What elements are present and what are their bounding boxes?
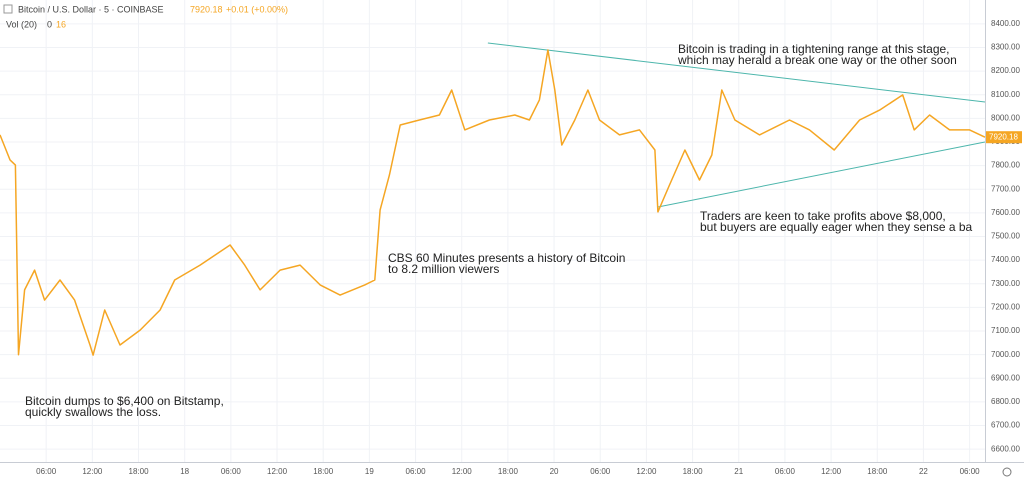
x-tick-label: 18: [180, 467, 189, 476]
x-tick-label: 18:00: [129, 467, 150, 476]
x-tick-label: 12:00: [452, 467, 473, 476]
y-tick-label: 7800.00: [991, 161, 1020, 170]
x-tick-label: 12:00: [82, 467, 103, 476]
volume-label[interactable]: Vol (20): [6, 19, 37, 29]
x-tick-label: 18:00: [498, 467, 519, 476]
x-tick-label: 18:00: [683, 467, 704, 476]
y-tick-label: 7200.00: [991, 303, 1020, 312]
annotation: but buyers are equally eager when they s…: [700, 220, 973, 234]
x-tick-label: 06:00: [775, 467, 796, 476]
x-tick-label: 20: [550, 467, 559, 476]
y-tick-label: 7700.00: [991, 184, 1020, 193]
y-tick-label: 8400.00: [991, 19, 1020, 28]
settings-icon[interactable]: [1002, 467, 1012, 477]
symbol-icon[interactable]: [3, 4, 13, 14]
x-tick-label: 06:00: [960, 467, 981, 476]
annotation: Bitcoin dumps to $6,400 on Bitstamp,: [25, 394, 224, 408]
y-tick-label: 6600.00: [991, 444, 1020, 453]
annotation: to 8.2 million viewers: [388, 262, 499, 276]
last-price: 7920.18: [190, 4, 223, 14]
y-tick-label: 6900.00: [991, 373, 1020, 382]
y-tick-label: 7300.00: [991, 279, 1020, 288]
y-tick-label: 6800.00: [991, 397, 1020, 406]
x-tick-label: 06:00: [36, 467, 57, 476]
y-tick-label: 7500.00: [991, 232, 1020, 241]
y-tick-label: 8100.00: [991, 90, 1020, 99]
annotation: Traders are keen to take profits above $…: [700, 209, 946, 223]
x-tick-label: 12:00: [267, 467, 288, 476]
x-tick-label: 06:00: [406, 467, 427, 476]
y-tick-label: 8200.00: [991, 66, 1020, 75]
trend-line: [487, 42, 986, 103]
annotation: Bitcoin is trading in a tightening range…: [678, 42, 950, 56]
y-tick-label: 7000.00: [991, 350, 1020, 359]
annotation: which may herald a break one way or the …: [677, 53, 957, 67]
trend-line: [657, 141, 986, 208]
x-tick-label: 22: [919, 467, 928, 476]
price-line: [0, 49, 986, 356]
x-tick-label: 19: [365, 467, 374, 476]
x-tick-label: 18:00: [867, 467, 888, 476]
symbol-title[interactable]: Bitcoin / U.S. Dollar · 5 · COINBASE: [18, 4, 164, 14]
annotation: quickly swallows the loss.: [25, 405, 161, 419]
volume-value: 0: [47, 19, 52, 29]
y-tick-label: 8300.00: [991, 43, 1020, 52]
last-price-badge: [986, 131, 1022, 144]
x-tick-label: 06:00: [590, 467, 611, 476]
x-tick-label: 12:00: [821, 467, 842, 476]
y-tick-label: 7400.00: [991, 255, 1020, 264]
y-tick-label: 6700.00: [991, 421, 1020, 430]
y-tick-label: 7100.00: [991, 326, 1020, 335]
annotation: CBS 60 Minutes presents a history of Bit…: [388, 251, 625, 265]
y-tick-label: 8000.00: [991, 113, 1020, 122]
last-price-label: 7920.18: [989, 132, 1018, 141]
price-change: +0.01 (+0.00%): [226, 4, 288, 14]
x-tick-label: 06:00: [221, 467, 242, 476]
x-tick-label: 12:00: [636, 467, 657, 476]
x-tick-label: 18:00: [313, 467, 334, 476]
x-tick-label: 21: [734, 467, 743, 476]
volume-value: 16: [56, 19, 66, 29]
y-tick-label: 7600.00: [991, 208, 1020, 217]
